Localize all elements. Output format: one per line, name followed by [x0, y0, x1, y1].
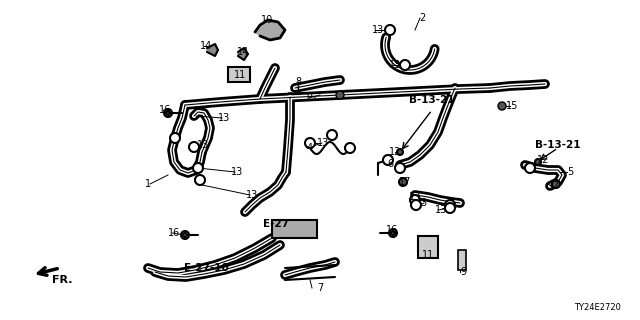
Polygon shape [207, 44, 218, 56]
Text: 11: 11 [234, 70, 246, 80]
Text: 1: 1 [145, 179, 151, 189]
Text: 13: 13 [246, 190, 258, 200]
Circle shape [193, 163, 203, 173]
Circle shape [164, 109, 172, 117]
Text: 14: 14 [237, 47, 249, 57]
Polygon shape [238, 48, 248, 60]
Circle shape [445, 203, 455, 213]
Circle shape [552, 180, 560, 188]
Text: B-13-21: B-13-21 [409, 95, 455, 105]
Text: 12: 12 [389, 147, 401, 157]
Text: 13: 13 [231, 167, 243, 177]
Text: 14: 14 [200, 41, 212, 51]
Text: 6: 6 [387, 159, 393, 169]
Circle shape [389, 229, 397, 237]
Circle shape [411, 200, 421, 210]
Text: 8: 8 [295, 77, 301, 87]
Text: FR.: FR. [52, 275, 72, 285]
Text: B-13-21: B-13-21 [535, 140, 580, 150]
Circle shape [170, 133, 180, 143]
Circle shape [445, 200, 455, 210]
Text: 13: 13 [218, 113, 230, 123]
Text: 5: 5 [567, 167, 573, 177]
Circle shape [385, 25, 395, 35]
Text: 15: 15 [506, 101, 518, 111]
Text: 13: 13 [435, 205, 447, 215]
Text: TY24E2720: TY24E2720 [573, 303, 620, 313]
Text: 11: 11 [422, 250, 434, 260]
Circle shape [181, 231, 189, 239]
Circle shape [399, 178, 407, 186]
Circle shape [336, 91, 344, 99]
Text: 15: 15 [305, 93, 317, 103]
Text: 16: 16 [386, 225, 398, 235]
Text: 17: 17 [548, 181, 560, 191]
Circle shape [397, 149, 403, 155]
Polygon shape [255, 20, 285, 40]
Circle shape [195, 175, 205, 185]
Circle shape [391, 231, 395, 235]
Text: 7: 7 [317, 283, 323, 293]
Circle shape [535, 159, 541, 165]
Text: E-27-10: E-27-10 [184, 263, 228, 273]
Circle shape [183, 233, 187, 237]
Circle shape [525, 163, 535, 173]
Circle shape [410, 195, 420, 205]
Text: 13: 13 [409, 192, 421, 202]
Text: E-27: E-27 [263, 219, 289, 229]
Text: 13: 13 [389, 60, 401, 70]
Circle shape [383, 155, 393, 165]
Text: 16: 16 [159, 105, 171, 115]
Text: 13: 13 [197, 140, 209, 150]
Circle shape [400, 60, 410, 70]
Bar [228, 67, 250, 82]
Text: 17: 17 [399, 177, 411, 187]
Text: 13: 13 [372, 25, 384, 35]
Text: 12: 12 [537, 155, 549, 165]
Text: 10: 10 [261, 15, 273, 25]
Text: 13: 13 [317, 138, 329, 148]
Bar [458, 250, 466, 270]
Text: 3: 3 [420, 198, 426, 208]
Circle shape [498, 102, 506, 110]
Text: 4: 4 [307, 143, 313, 153]
Bar [418, 236, 438, 258]
Circle shape [189, 142, 199, 152]
Circle shape [345, 143, 355, 153]
Circle shape [395, 163, 405, 173]
Circle shape [327, 130, 337, 140]
Text: 16: 16 [168, 228, 180, 238]
Circle shape [166, 111, 170, 115]
Circle shape [305, 138, 315, 148]
Text: 2: 2 [419, 13, 425, 23]
Text: 9: 9 [460, 267, 466, 277]
Bar [272, 220, 317, 238]
